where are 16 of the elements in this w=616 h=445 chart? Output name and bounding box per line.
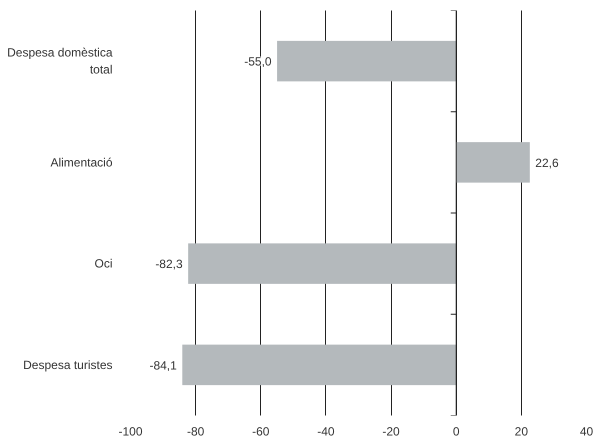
data-label: -84,1 [149,358,178,372]
y-tick-label: Despesa turistes [23,358,112,372]
x-tick-label: 40 [580,424,594,438]
data-label: -55,0 [244,54,272,69]
x-tick-label: -40 [317,424,335,438]
y-tick-label: Despesa domèstica total [7,46,113,77]
x-tick-label: -60 [252,424,270,438]
x-tick-label: 0 [452,424,460,438]
x-tick-label: -20 [382,424,400,438]
data-label: 22,6 [535,156,559,170]
y-tick-label: Alimentació [50,155,113,170]
x-tick-label: 20 [514,424,528,438]
data-label: -82,3 [155,257,184,272]
x-tick-label: -100 [118,424,143,438]
x-tick-label: -80 [186,424,205,438]
y-tick-label: Oci [94,256,112,271]
